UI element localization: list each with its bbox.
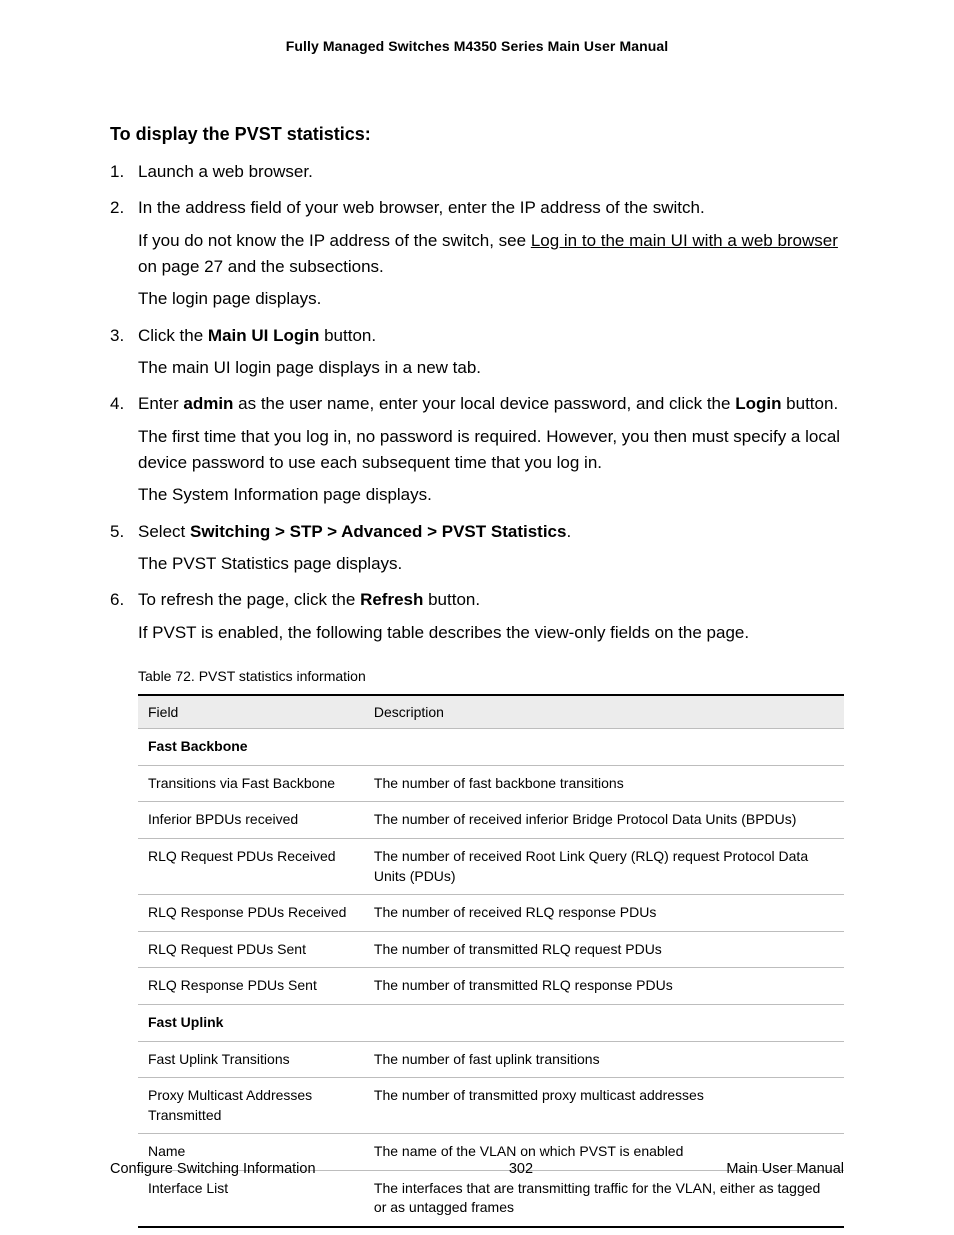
footer-page-number: 302 (509, 1161, 533, 1177)
table-field-cell: Interface List (138, 1170, 364, 1227)
text-run: Main UI Login (208, 326, 319, 345)
text-run: Click the (138, 326, 208, 345)
text-run: on page 27 and the subsections. (138, 257, 384, 276)
table-header-desc: Description (364, 695, 844, 729)
text-run: as the user name, enter your local devic… (233, 394, 735, 413)
step-item: Click the Main UI Login button. The main … (110, 323, 844, 382)
table-field-cell: RLQ Response PDUs Sent (138, 968, 364, 1005)
pvst-table: Field Description Fast BackboneTransitio… (138, 694, 844, 1228)
table-field-cell: Proxy Multicast Addresses Transmitted (138, 1078, 364, 1134)
section-title: To display the PVST statistics: (110, 124, 844, 145)
text-run: Refresh (360, 590, 423, 609)
table-section-cell: Fast Backbone (138, 729, 844, 766)
text-run: admin (183, 394, 233, 413)
table-row: Fast Uplink (138, 1004, 844, 1041)
text-run: If PVST is enabled, the following table … (138, 623, 749, 642)
step-subtext: If you do not know the IP address of the… (138, 228, 844, 281)
table-field-cell: RLQ Request PDUs Sent (138, 931, 364, 968)
step-subtext: The first time that you log in, no passw… (138, 424, 844, 477)
table-row: Fast Uplink TransitionsThe number of fas… (138, 1041, 844, 1078)
text-run: In the address field of your web browser… (138, 198, 705, 217)
text-run: Enter (138, 394, 183, 413)
table-desc-cell: The number of transmitted RLQ request PD… (364, 931, 844, 968)
table-row: Interface ListThe interfaces that are tr… (138, 1170, 844, 1227)
text-run: button. (319, 326, 376, 345)
table-row: Fast Backbone (138, 729, 844, 766)
table-desc-cell: The number of received inferior Bridge P… (364, 802, 844, 839)
step-item: Launch a web browser. (110, 159, 844, 185)
text-run: Login (735, 394, 781, 413)
table-field-cell: Transitions via Fast Backbone (138, 765, 364, 802)
step-subtext: The System Information page displays. (138, 482, 844, 508)
table-field-cell: RLQ Response PDUs Received (138, 895, 364, 932)
text-run: Select (138, 522, 190, 541)
page-footer: Configure Switching Information 302 Main… (110, 1161, 844, 1177)
table-desc-cell: The interfaces that are transmitting tra… (364, 1170, 844, 1227)
text-run: The first time that you log in, no passw… (138, 427, 840, 472)
table-section-cell: Fast Uplink (138, 1004, 844, 1041)
footer-right: Main User Manual (726, 1161, 844, 1177)
table-row: RLQ Request PDUs ReceivedThe number of r… (138, 838, 844, 894)
step-item: In the address field of your web browser… (110, 195, 844, 312)
text-run: button. (423, 590, 480, 609)
table-header-field: Field (138, 695, 364, 729)
table-desc-cell: The number of received RLQ response PDUs (364, 895, 844, 932)
step-subtext: The login page displays. (138, 286, 844, 312)
step-subtext: The main UI login page displays in a new… (138, 355, 844, 381)
step-item: To refresh the page, click the Refresh b… (110, 587, 844, 646)
table-field-cell: Inferior BPDUs received (138, 802, 364, 839)
step-item: Select Switching > STP > Advanced > PVST… (110, 519, 844, 578)
text-run: The System Information page displays. (138, 485, 432, 504)
steps-list: Launch a web browser. In the address fiel… (110, 159, 844, 646)
table-desc-cell: The number of fast backbone transitions (364, 765, 844, 802)
table-field-cell: RLQ Request PDUs Received (138, 838, 364, 894)
table-desc-cell: The number of transmitted RLQ response P… (364, 968, 844, 1005)
table-desc-cell: The number of transmitted proxy multicas… (364, 1078, 844, 1134)
footer-left: Configure Switching Information (110, 1161, 316, 1177)
text-run: Log in to the main UI with a web browser (531, 231, 838, 250)
doc-header: Fully Managed Switches M4350 Series Main… (110, 38, 844, 54)
table-row: RLQ Response PDUs SentThe number of tran… (138, 968, 844, 1005)
text-run: To refresh the page, click the (138, 590, 360, 609)
table-caption: Table 72. PVST statistics information (138, 668, 844, 684)
text-run: button. (781, 394, 838, 413)
table-row: Inferior BPDUs receivedThe number of rec… (138, 802, 844, 839)
table-row: Proxy Multicast Addresses TransmittedThe… (138, 1078, 844, 1134)
table-field-cell: Fast Uplink Transitions (138, 1041, 364, 1078)
step-subtext: If PVST is enabled, the following table … (138, 620, 844, 646)
table-body: Fast BackboneTransitions via Fast Backbo… (138, 729, 844, 1227)
table-row: RLQ Request PDUs SentThe number of trans… (138, 931, 844, 968)
table-row: Transitions via Fast BackboneThe number … (138, 765, 844, 802)
table-row: RLQ Response PDUs ReceivedThe number of … (138, 895, 844, 932)
text-run: The main UI login page displays in a new… (138, 358, 481, 377)
text-run: The PVST Statistics page displays. (138, 554, 402, 573)
text-run: The login page displays. (138, 289, 321, 308)
table-desc-cell: The number of received Root Link Query (… (364, 838, 844, 894)
table-desc-cell: The number of fast uplink transitions (364, 1041, 844, 1078)
step-subtext: The PVST Statistics page displays. (138, 551, 844, 577)
text-run: Launch a web browser. (138, 162, 313, 181)
text-run: If you do not know the IP address of the… (138, 231, 531, 250)
text-run: . (566, 522, 571, 541)
step-item: Enter admin as the user name, enter your… (110, 391, 844, 508)
text-run: Switching > STP > Advanced > PVST Statis… (190, 522, 566, 541)
